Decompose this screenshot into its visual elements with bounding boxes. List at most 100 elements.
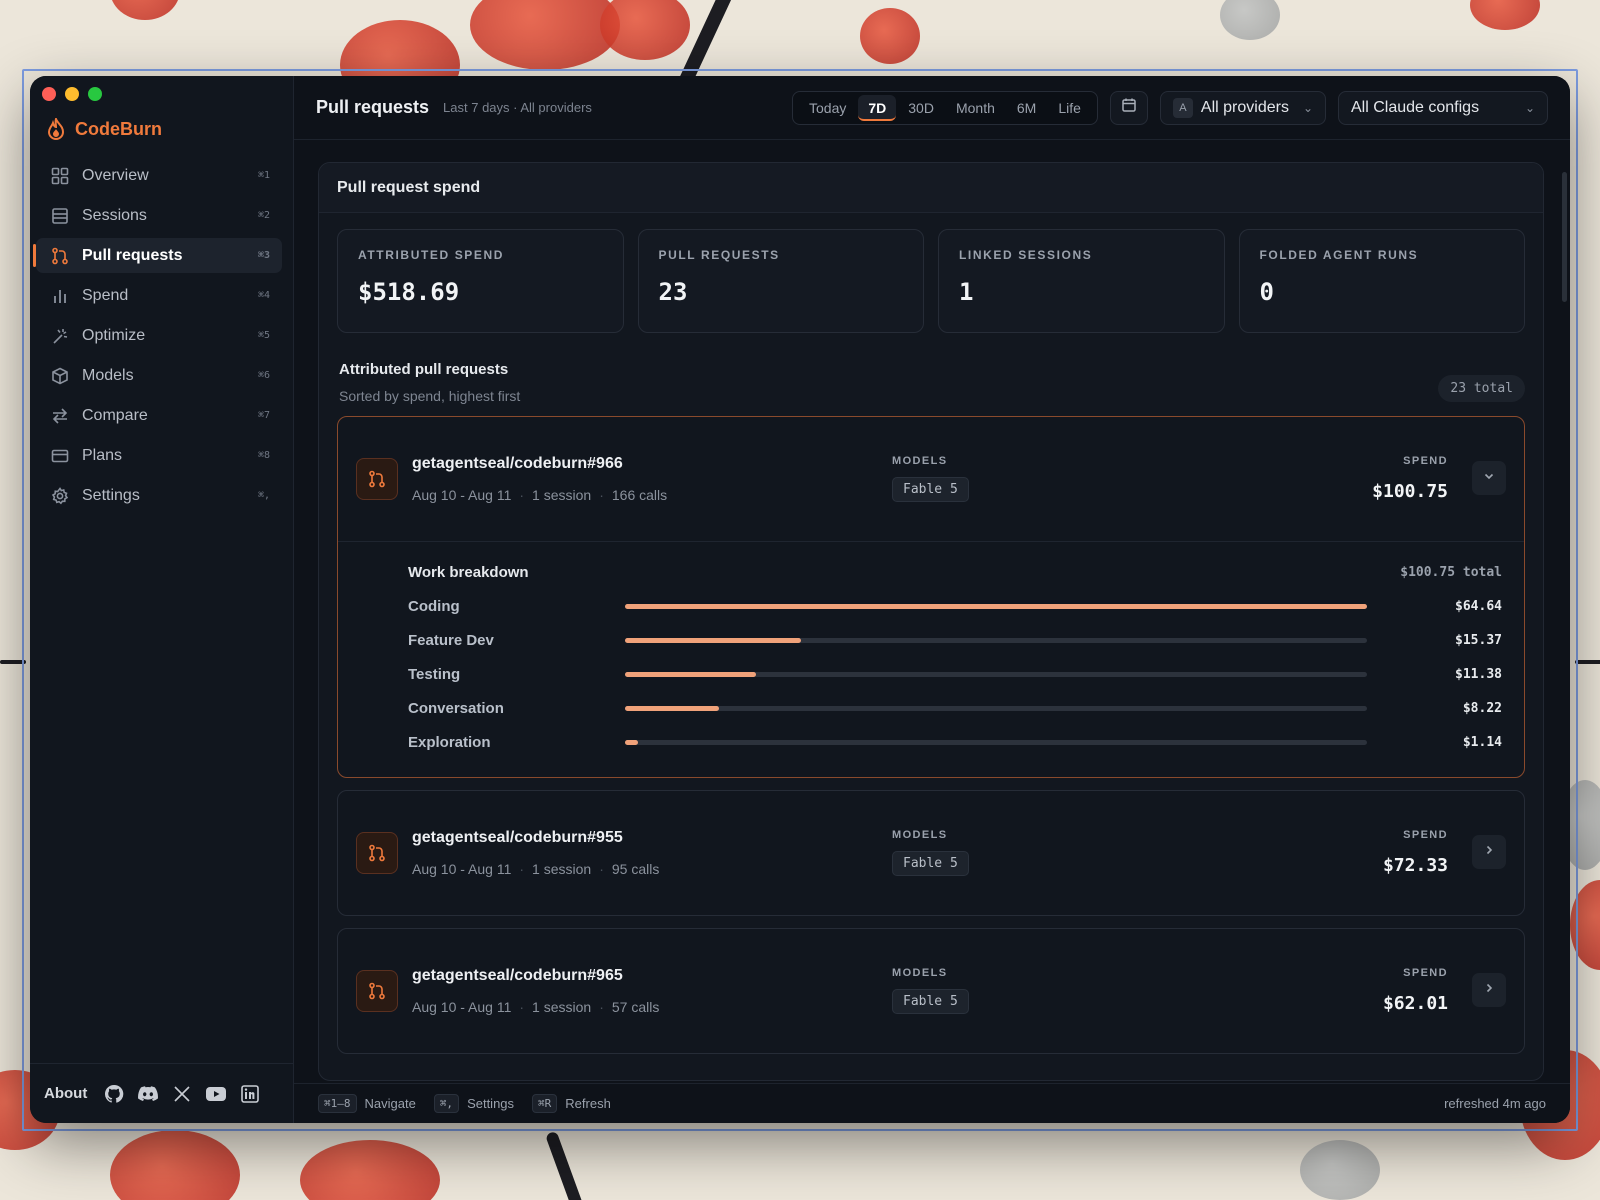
about-link[interactable]: About <box>44 1085 88 1102</box>
range-today-button[interactable]: Today <box>809 99 847 116</box>
breakdown-row: Testing $11.38 <box>408 657 1502 691</box>
sidebar-item-label: Pull requests <box>82 246 183 264</box>
collapse-button[interactable] <box>1472 461 1506 495</box>
pull-request-row[interactable]: getagentseal/codeburn#966 Aug 10 - Aug 1… <box>338 417 1524 541</box>
topbar: Pull requests Last 7 days · All provider… <box>294 76 1570 140</box>
pr-meta: Aug 10 - Aug 11 · 1 session · 95 calls <box>412 861 660 877</box>
pr-calls: 166 calls <box>611 487 668 503</box>
config-value: All Claude configs <box>1351 98 1480 116</box>
breakdown-row: Exploration $1.14 <box>408 725 1502 759</box>
range-7d-button[interactable]: 7D <box>858 94 897 121</box>
spend-label: SPEND <box>1403 967 1448 979</box>
stat-card-pull-requests: PULL REQUESTS 23 <box>637 229 924 333</box>
work-breakdown: Work breakdown $100.75 total Coding $64.… <box>338 541 1524 777</box>
grid-icon <box>50 166 70 186</box>
panel-header: Pull request spend <box>319 163 1543 213</box>
pull-request-card: getagentseal/codeburn#955 Aug 10 - Aug 1… <box>337 790 1525 916</box>
total-count-badge: 23 total <box>1438 375 1525 402</box>
sidebar-item-pull-requests[interactable]: Pull requests ⌘3 <box>33 238 282 273</box>
range-month-button[interactable]: Month <box>955 99 995 116</box>
breakdown-value: $1.14 <box>1462 734 1502 750</box>
sidebar: CodeBurn Overview ⌘1 Sessions ⌘2 Pull re… <box>30 76 294 1123</box>
sidebar-item-label: Plans <box>82 446 123 464</box>
shortcut-navigate: ⌘1–8 Navigate <box>318 1094 416 1113</box>
breakdown-title: Work breakdown <box>408 564 529 581</box>
provider-dropdown[interactable]: A All providers ⌄ <box>1159 90 1326 125</box>
breakdown-bar-fill <box>625 637 802 643</box>
sidebar-item-settings[interactable]: Settings ⌘, <box>36 478 282 513</box>
kbd-hint: ⌘1–8 <box>318 1094 357 1113</box>
spend-value: $100.75 <box>1372 481 1448 502</box>
model-tag: Fable 5 <box>892 477 969 502</box>
expand-button[interactable] <box>1472 835 1506 869</box>
sidebar-item-optimize[interactable]: Optimize ⌘5 <box>36 318 282 353</box>
gear-icon <box>50 486 70 506</box>
breakdown-value: $64.64 <box>1455 598 1502 614</box>
x-icon[interactable] <box>171 1083 193 1105</box>
linkedin-icon[interactable] <box>239 1083 261 1105</box>
pr-dates: Aug 10 - Aug 11 <box>412 861 512 877</box>
range-life-button[interactable]: Life <box>1058 99 1081 116</box>
breakdown-label: Testing <box>408 665 461 683</box>
config-dropdown[interactable]: All Claude configs ⌄ <box>1338 90 1548 125</box>
sidebar-item-spend[interactable]: Spend ⌘4 <box>36 278 282 313</box>
youtube-icon[interactable] <box>205 1083 227 1105</box>
shortcut-hint: ⌘6 <box>257 370 270 381</box>
pr-sessions: 1 session <box>532 487 592 503</box>
chevron-down-icon: ⌄ <box>1524 100 1535 115</box>
pr-name[interactable]: getagentseal/codeburn#966 <box>412 455 623 472</box>
sidebar-item-overview[interactable]: Overview ⌘1 <box>36 158 282 193</box>
range-30d-button[interactable]: 30D <box>908 99 934 116</box>
scrollbar[interactable] <box>1562 172 1567 302</box>
brand-name: CodeBurn <box>75 118 162 139</box>
page-subtitle: Last 7 days · All providers <box>443 100 592 115</box>
shortcut-label: Refresh <box>565 1096 611 1111</box>
kbd-hint: ⌘R <box>532 1094 558 1113</box>
pull-request-card: getagentseal/codeburn#965 Aug 10 - Aug 1… <box>337 928 1525 1054</box>
pr-name[interactable]: getagentseal/codeburn#965 <box>412 967 623 984</box>
breakdown-row: Coding $64.64 <box>408 589 1502 623</box>
range-6m-button[interactable]: 6M <box>1016 99 1037 116</box>
minimize-window-button[interactable] <box>65 87 79 101</box>
stat-label: PULL REQUESTS <box>658 248 780 262</box>
spend-value: $72.33 <box>1382 855 1448 876</box>
github-icon[interactable] <box>103 1083 125 1105</box>
models-label: MODELS <box>892 967 948 979</box>
pr-spend: SPEND $62.01 <box>1383 967 1448 1014</box>
calendar-button[interactable] <box>1109 90 1148 125</box>
pr-models: MODELS Fable 5 <box>892 455 969 502</box>
close-window-button[interactable] <box>42 87 56 101</box>
stat-card-folded-agent-runs: FOLDED AGENT RUNS 0 <box>1238 229 1525 333</box>
sidebar-item-label: Compare <box>82 406 148 424</box>
pull-request-row[interactable]: getagentseal/codeburn#955 Aug 10 - Aug 1… <box>338 791 1524 915</box>
pr-models: MODELS Fable 5 <box>892 967 969 1014</box>
flame-icon <box>46 118 66 140</box>
sidebar-item-sessions[interactable]: Sessions ⌘2 <box>36 198 282 233</box>
zoom-window-button[interactable] <box>88 87 102 101</box>
pull-request-row[interactable]: getagentseal/codeburn#965 Aug 10 - Aug 1… <box>338 929 1524 1053</box>
stat-value: 0 <box>1259 278 1274 306</box>
breakdown-bar-track <box>625 603 1367 609</box>
list-subtitle: Sorted by spend, highest first <box>339 388 521 404</box>
sidebar-item-label: Spend <box>82 286 129 304</box>
shortcut-hint: ⌘2 <box>257 210 270 221</box>
credit-card-icon <box>50 446 70 466</box>
shortcut-hint: ⌘4 <box>257 290 270 301</box>
expand-button[interactable] <box>1472 973 1506 1007</box>
window-controls <box>42 87 102 101</box>
discord-icon[interactable] <box>137 1083 159 1105</box>
models-label: MODELS <box>892 829 948 841</box>
git-pull-request-icon <box>50 246 70 266</box>
breakdown-label: Conversation <box>408 699 504 717</box>
pr-meta: Aug 10 - Aug 11 · 1 session · 166 calls <box>412 487 668 503</box>
sidebar-item-compare[interactable]: Compare ⌘7 <box>36 398 282 433</box>
provider-badge: A <box>1172 97 1193 118</box>
wand-icon <box>50 326 70 346</box>
sidebar-item-plans[interactable]: Plans ⌘8 <box>36 438 282 473</box>
calendar-icon <box>1121 97 1137 118</box>
shortcut-settings: ⌘, Settings <box>433 1094 514 1113</box>
sidebar-item-label: Sessions <box>82 206 147 224</box>
sidebar-item-models[interactable]: Models ⌘6 <box>36 358 282 393</box>
pr-name[interactable]: getagentseal/codeburn#955 <box>412 829 623 846</box>
refreshed-status: refreshed 4m ago <box>1444 1096 1546 1111</box>
